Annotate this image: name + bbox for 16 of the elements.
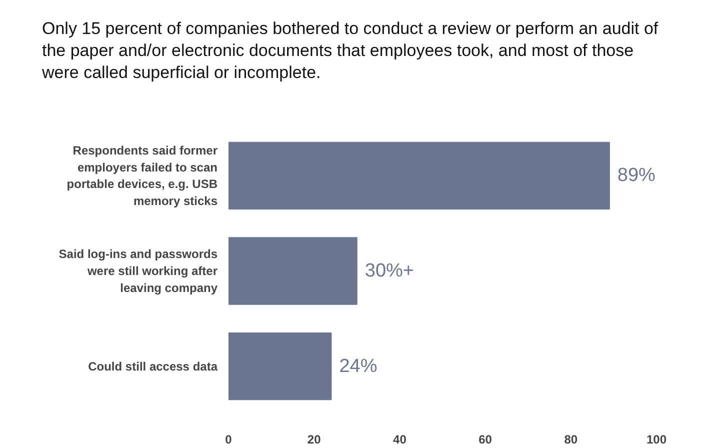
x-tick-label: 0: [225, 432, 232, 446]
y-tick-label: Could still access data: [88, 359, 218, 374]
data-label: 30%+: [364, 260, 414, 282]
y-tick-label: Said log-ins and passwords were still working after leaving company: [58, 247, 218, 295]
x-tick-label: 40: [393, 432, 407, 446]
chart-title: Only 15 percent of companies bothered to conduct a review or perform an audit of the paper and/or electronic documents that employees took, and most of those were called superficial or incomplete.: [42, 18, 660, 84]
bar: [228, 332, 332, 400]
x-tick-label: 60: [478, 432, 492, 446]
data-label: 24%: [339, 356, 378, 377]
data-label: 89%: [617, 165, 656, 186]
x-tick-label: 80: [564, 432, 578, 446]
bar: [228, 237, 358, 305]
bar: [228, 142, 610, 210]
x-tick-label: 20: [307, 432, 322, 446]
y-tick-label: Respondents said former employers failed to scan portable devices, e.g. USB memory sticks: [66, 143, 218, 208]
x-tick-label: 100: [646, 432, 667, 446]
